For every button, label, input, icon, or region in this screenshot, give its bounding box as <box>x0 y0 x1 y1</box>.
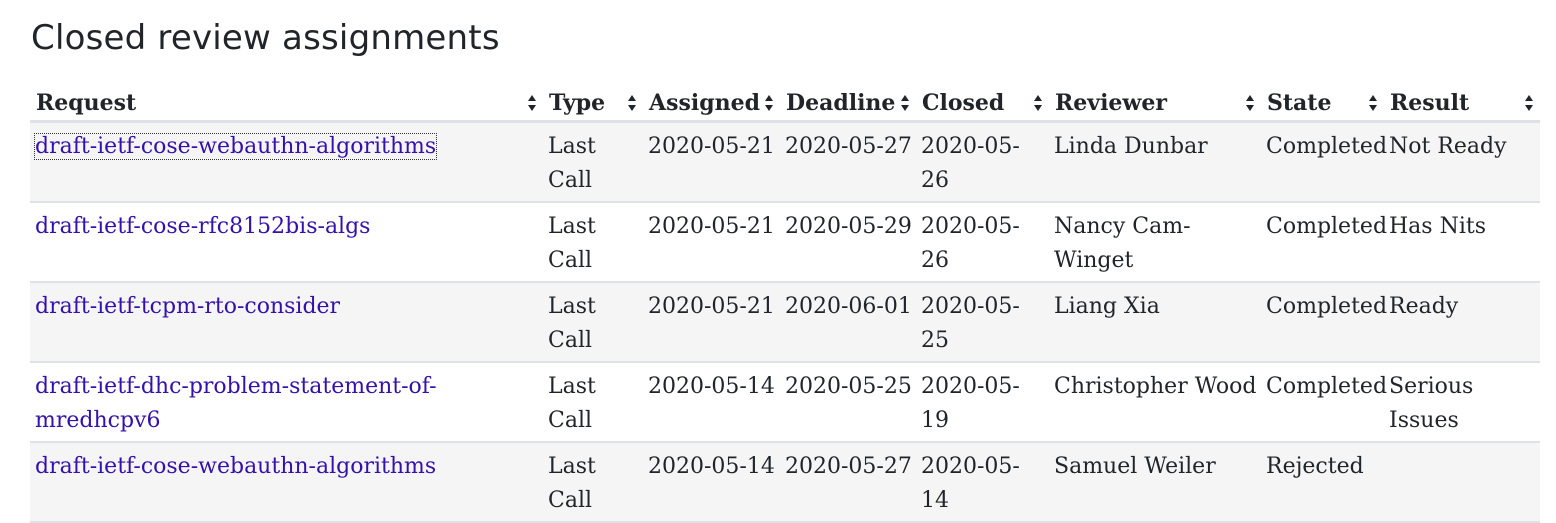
result-cell: Not Ready <box>1384 121 1540 203</box>
state-cell: Completed <box>1261 121 1387 203</box>
table-header-row: Request Type Assigned Deadline Closed Re… <box>30 76 1540 123</box>
assigned-cell: 2020-05-21 <box>643 121 780 203</box>
column-header-request[interactable]: Request <box>30 76 543 123</box>
column-header-label: Request <box>36 90 137 116</box>
closed-cell: 2020-05-26 <box>916 202 1049 283</box>
table-row: draft-ietf-cose-webauthn-algorithms Last… <box>30 121 1540 203</box>
column-header-reviewer[interactable]: Reviewer <box>1049 76 1261 123</box>
column-header-label: Result <box>1390 90 1470 116</box>
request-link[interactable]: draft-ietf-cose-webauthn-algorithms <box>35 454 437 479</box>
column-header-label: Closed <box>922 90 1005 116</box>
column-header-label: Type <box>549 90 606 116</box>
request-link[interactable]: draft-ietf-dhc-problem-statement-of-mred… <box>35 374 437 433</box>
result-cell: Has Nits <box>1384 202 1540 283</box>
column-header-state[interactable]: State <box>1261 76 1384 123</box>
sort-icon[interactable] <box>1368 88 1378 111</box>
deadline-cell: 2020-05-29 <box>780 202 916 283</box>
type-cell: Last Call <box>543 282 643 363</box>
request-cell: draft-ietf-cose-webauthn-algorithms <box>30 121 543 203</box>
deadline-cell: 2020-05-25 <box>780 362 916 443</box>
result-cell: Serious Issues <box>1384 362 1540 443</box>
assigned-cell: 2020-05-14 <box>643 442 780 523</box>
assigned-cell: 2020-05-14 <box>643 362 780 443</box>
table-row: draft-ietf-tcpm-rto-consider Last Call 2… <box>30 282 1540 363</box>
sort-icon[interactable] <box>764 88 774 111</box>
closed-cell: 2020-05-25 <box>916 282 1049 363</box>
column-header-type[interactable]: Type <box>543 76 643 123</box>
request-cell: draft-ietf-cose-webauthn-algorithms <box>30 442 543 523</box>
closed-cell: 2020-05-19 <box>916 362 1049 443</box>
column-header-deadline[interactable]: Deadline <box>780 76 916 123</box>
result-cell <box>1384 442 1540 523</box>
reviewer-cell: Liang Xia <box>1049 282 1261 363</box>
state-cell: Completed <box>1261 362 1387 443</box>
table-row: draft-ietf-cose-webauthn-algorithms Last… <box>30 442 1540 523</box>
column-header-result[interactable]: Result <box>1384 76 1540 123</box>
column-header-closed[interactable]: Closed <box>916 76 1049 123</box>
reviewer-cell: Christopher Wood <box>1049 362 1261 443</box>
result-cell: Ready <box>1384 282 1540 363</box>
type-cell: Last Call <box>543 442 643 523</box>
state-cell: Completed <box>1261 202 1387 283</box>
column-header-label: Assigned <box>649 90 760 116</box>
reviewer-cell: Samuel Weiler <box>1049 442 1261 523</box>
state-cell: Completed <box>1261 282 1387 363</box>
sort-icon[interactable] <box>527 88 537 111</box>
closed-reviews-table: Request Type Assigned Deadline Closed Re… <box>30 76 1540 523</box>
column-header-assigned[interactable]: Assigned <box>643 76 780 123</box>
request-cell: draft-ietf-dhc-problem-statement-of-mred… <box>30 362 543 443</box>
request-link[interactable]: draft-ietf-cose-rfc8152bis-algs <box>35 214 371 239</box>
sort-icon[interactable] <box>1524 88 1534 111</box>
deadline-cell: 2020-06-01 <box>780 282 916 363</box>
type-cell: Last Call <box>543 121 643 203</box>
type-cell: Last Call <box>543 362 643 443</box>
table-row: draft-ietf-cose-rfc8152bis-algs Last Cal… <box>30 202 1540 283</box>
sort-icon[interactable] <box>1033 88 1043 111</box>
sort-icon[interactable] <box>900 88 910 111</box>
sort-icon[interactable] <box>627 88 637 111</box>
state-cell: Rejected <box>1261 442 1384 523</box>
request-link[interactable]: draft-ietf-tcpm-rto-consider <box>35 294 341 319</box>
assigned-cell: 2020-05-21 <box>643 202 780 283</box>
column-header-label: Deadline <box>786 90 896 116</box>
reviewer-cell: Nancy Cam-Winget <box>1049 202 1261 283</box>
closed-cell: 2020-05-26 <box>916 121 1049 203</box>
reviewer-cell: Linda Dunbar <box>1049 121 1261 203</box>
deadline-cell: 2020-05-27 <box>780 121 916 203</box>
closed-cell: 2020-05-14 <box>916 442 1049 523</box>
assigned-cell: 2020-05-21 <box>643 282 780 363</box>
column-header-label: State <box>1267 90 1332 116</box>
request-cell: draft-ietf-tcpm-rto-consider <box>30 282 543 363</box>
request-cell: draft-ietf-cose-rfc8152bis-algs <box>30 202 543 283</box>
sort-icon[interactable] <box>1245 88 1255 111</box>
section-title: Closed review assignments <box>31 18 500 58</box>
deadline-cell: 2020-05-27 <box>780 442 916 523</box>
request-link[interactable]: draft-ietf-cose-webauthn-algorithms <box>33 133 438 160</box>
table-row: draft-ietf-dhc-problem-statement-of-mred… <box>30 362 1540 443</box>
type-cell: Last Call <box>543 202 643 283</box>
column-header-label: Reviewer <box>1055 90 1167 116</box>
